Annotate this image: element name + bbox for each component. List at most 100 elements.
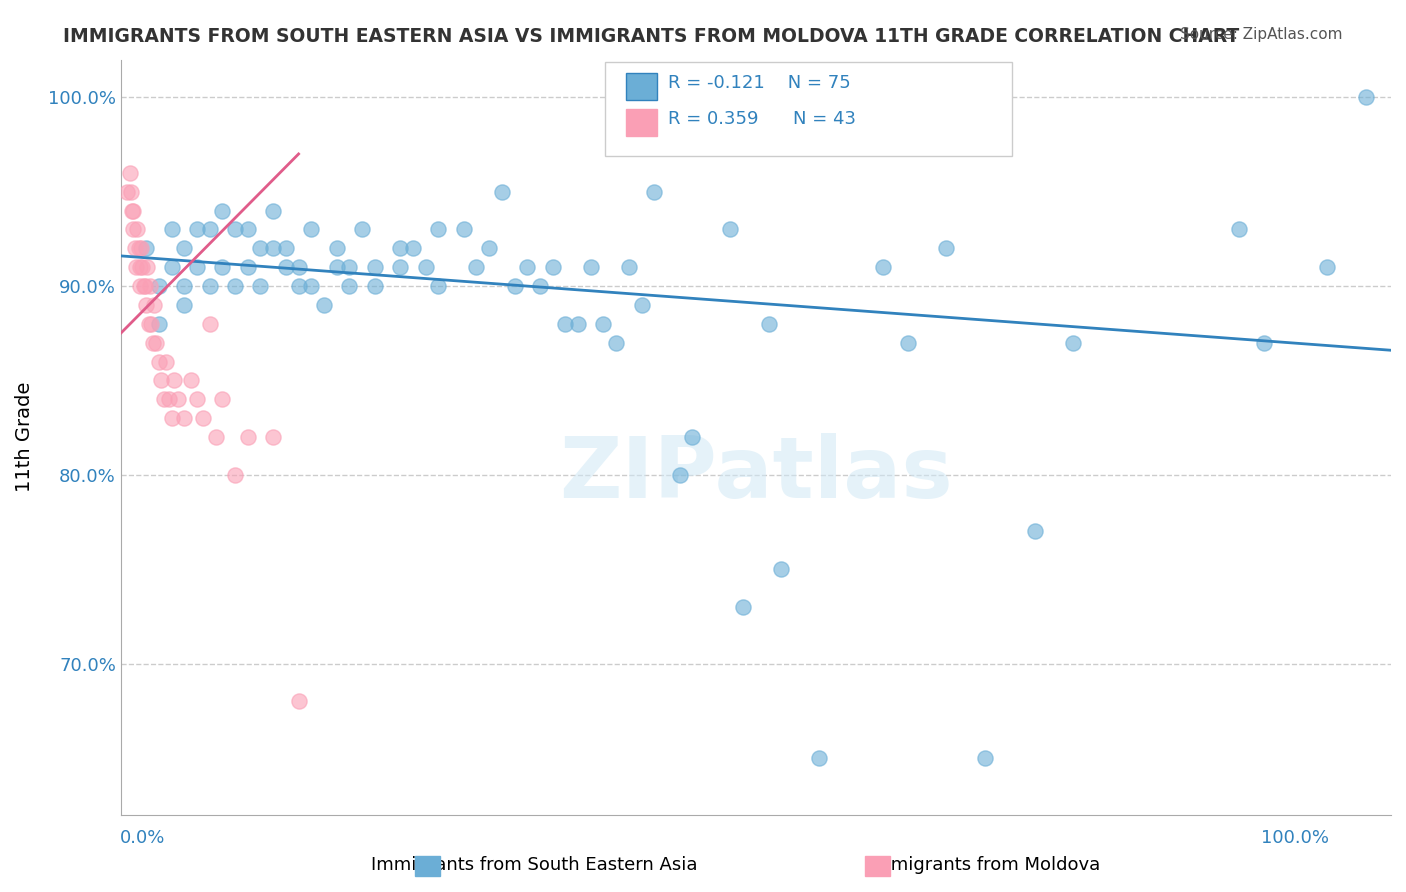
Point	[339, 260, 361, 275]
Point	[138, 317, 160, 331]
Point	[122, 222, 145, 236]
Point	[118, 166, 141, 180]
Point	[141, 317, 163, 331]
Point	[503, 279, 526, 293]
Point	[1316, 260, 1339, 275]
Point	[262, 241, 284, 255]
Point	[1062, 335, 1084, 350]
Point	[236, 260, 259, 275]
Point	[173, 298, 195, 312]
Point	[249, 279, 271, 293]
Point	[516, 260, 538, 275]
Point	[491, 185, 513, 199]
Point	[127, 222, 149, 236]
Point	[1024, 524, 1046, 539]
Point	[121, 203, 143, 218]
Point	[145, 335, 167, 350]
Point	[224, 279, 246, 293]
Point	[478, 241, 501, 255]
Point	[287, 260, 309, 275]
Point	[287, 279, 309, 293]
Point	[132, 279, 155, 293]
Point	[733, 599, 755, 614]
Point	[770, 562, 793, 576]
Point	[427, 222, 450, 236]
Point	[389, 260, 412, 275]
Text: IMMIGRANTS FROM SOUTH EASTERN ASIA VS IMMIGRANTS FROM MOLDOVA 11TH GRADE CORRELA: IMMIGRANTS FROM SOUTH EASTERN ASIA VS IM…	[63, 27, 1240, 45]
Point	[339, 279, 361, 293]
Point	[160, 260, 183, 275]
Point	[124, 241, 146, 255]
Point	[211, 260, 233, 275]
Point	[139, 279, 162, 293]
Text: R = -0.121    N = 75: R = -0.121 N = 75	[668, 74, 851, 92]
Point	[465, 260, 488, 275]
Point	[173, 279, 195, 293]
Y-axis label: 11th Grade: 11th Grade	[15, 382, 34, 492]
Point	[274, 241, 297, 255]
Point	[148, 354, 170, 368]
Point	[1253, 335, 1275, 350]
Point	[312, 298, 335, 312]
Point	[415, 260, 437, 275]
Point	[274, 260, 297, 275]
Point	[541, 260, 564, 275]
Point	[872, 260, 894, 275]
Point	[173, 411, 195, 425]
Point	[236, 430, 259, 444]
Point	[554, 317, 576, 331]
Point	[134, 279, 156, 293]
Point	[211, 203, 233, 218]
Point	[325, 260, 347, 275]
Point	[148, 317, 170, 331]
Point	[125, 260, 148, 275]
Point	[153, 392, 176, 407]
Point	[668, 467, 690, 482]
Point	[352, 222, 374, 236]
Point	[148, 279, 170, 293]
Point	[249, 241, 271, 255]
Point	[364, 260, 387, 275]
Point	[567, 317, 589, 331]
Point	[198, 279, 221, 293]
Point	[150, 374, 173, 388]
Point	[128, 241, 150, 255]
Point	[186, 392, 208, 407]
Point	[224, 467, 246, 482]
Point	[973, 751, 995, 765]
Point	[262, 203, 284, 218]
Point	[617, 260, 640, 275]
Point	[897, 335, 920, 350]
Point	[205, 430, 228, 444]
Point	[160, 411, 183, 425]
Point	[141, 335, 163, 350]
Point	[236, 222, 259, 236]
Text: Immigrants from Moldova: Immigrants from Moldova	[868, 855, 1101, 873]
Point	[935, 241, 957, 255]
Point	[157, 392, 180, 407]
Point	[131, 260, 153, 275]
Point	[167, 392, 190, 407]
Point	[193, 411, 215, 425]
Point	[122, 203, 145, 218]
Point	[529, 279, 551, 293]
Point	[1354, 90, 1376, 104]
Point	[224, 222, 246, 236]
Text: 100.0%: 100.0%	[1261, 829, 1329, 847]
Point	[579, 260, 602, 275]
Point	[186, 260, 208, 275]
Point	[287, 694, 309, 708]
Text: ZIPatlas: ZIPatlas	[560, 434, 953, 516]
Point	[128, 260, 150, 275]
Point	[681, 430, 703, 444]
Text: Source: ZipAtlas.com: Source: ZipAtlas.com	[1180, 27, 1343, 42]
Point	[198, 222, 221, 236]
Point	[643, 185, 665, 199]
Point	[198, 317, 221, 331]
Point	[211, 392, 233, 407]
Point	[427, 279, 450, 293]
Point	[129, 241, 152, 255]
Point	[262, 430, 284, 444]
Text: 0.0%: 0.0%	[120, 829, 165, 847]
Point	[180, 374, 202, 388]
